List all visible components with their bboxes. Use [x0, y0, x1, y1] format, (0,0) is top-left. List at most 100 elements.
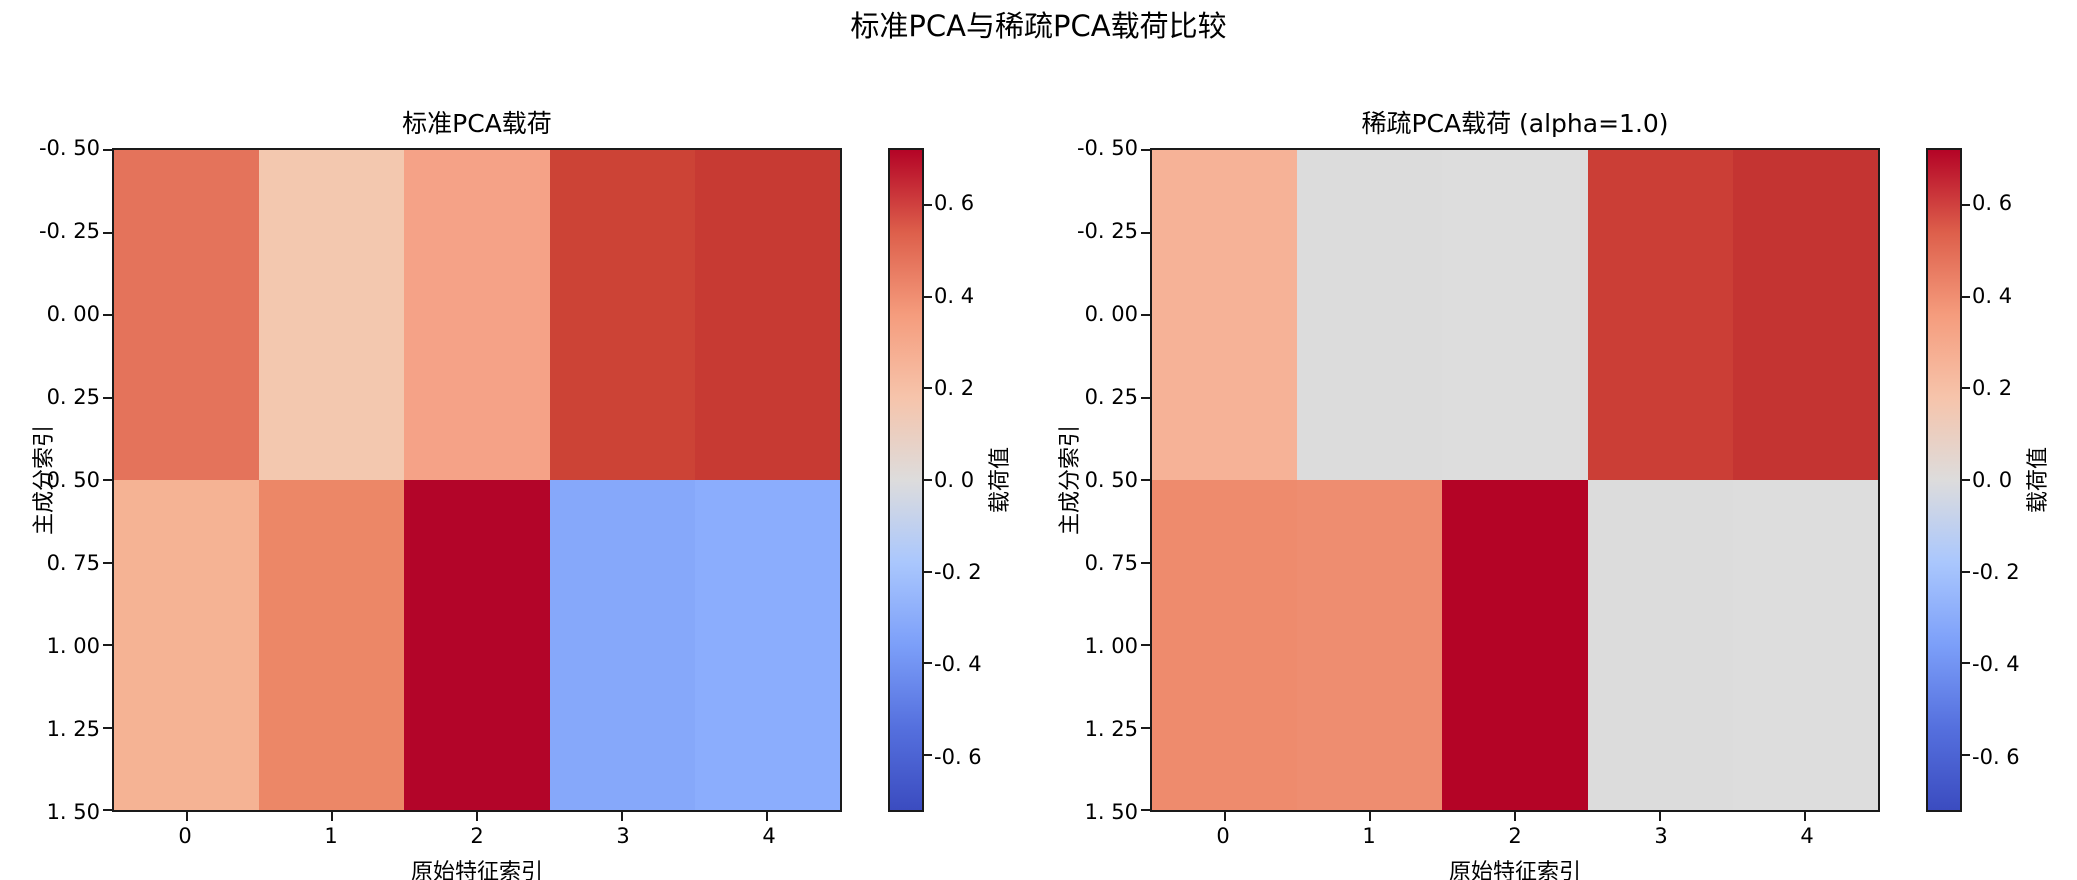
- y-tick-labels: -0. 50 -0. 25 0. 00 0. 25 0. 50 0. 75 1. 00 1. …: [0, 136, 100, 824]
- y-tick-mark: [1141, 231, 1150, 234]
- colorbar-standard-pca: [888, 148, 932, 812]
- x-axis-label: 原始特征索引: [1448, 860, 1581, 880]
- x-tick-mark: [1368, 812, 1371, 821]
- colorbar-tick-mark: [1962, 295, 1970, 298]
- heatmap-cells: [1152, 150, 1878, 810]
- y-tick-label: -0. 25: [1076, 219, 1138, 243]
- y-tick-label: 1. 00: [1084, 634, 1138, 658]
- heatmap-cell: [259, 480, 405, 810]
- heatmap-cell: [1732, 150, 1878, 480]
- y-tick-label: 0. 75: [1084, 551, 1138, 575]
- x-tick-label: 4: [762, 824, 776, 848]
- colorbar-tick-labels: 0. 6 0. 4 0. 2 0. 0 -0. 2 -0. 4 -0. 6: [934, 148, 1014, 812]
- heatmap-cell: [1152, 480, 1298, 810]
- heatmap-cell: [259, 150, 405, 480]
- y-tick-label: 0. 25: [46, 385, 100, 409]
- heatmap-cell: [404, 150, 550, 480]
- y-tick-mark: [103, 314, 112, 316]
- y-tick-label: -0. 50: [1076, 136, 1138, 160]
- x-tick-mark: [1223, 812, 1226, 821]
- x-tick-label: 4: [1800, 824, 1814, 848]
- x-tick-mark: [330, 812, 333, 821]
- heatmap-cell: [694, 480, 840, 810]
- x-tick-mark: [185, 812, 188, 821]
- y-tick-label: 0. 50: [1084, 468, 1138, 492]
- colorbar-label: 载荷值: [988, 446, 1013, 514]
- y-tick-mark: [103, 561, 112, 564]
- heatmap-cell: [1297, 480, 1443, 810]
- colorbar-tick-mark: [1962, 662, 1970, 665]
- x-tick-mark: [1514, 812, 1516, 821]
- y-tick-mark: [103, 149, 112, 151]
- heatmap-sparse-pca: [1141, 148, 1880, 821]
- x-tick-labels: 0 1 2 3 4: [1150, 822, 1880, 850]
- x-axis-label: 原始特征索引: [410, 860, 543, 880]
- y-axis-label: 主成分索引: [32, 424, 57, 536]
- y-tick-mark: [1141, 149, 1150, 151]
- y-tick-label: 0. 75: [46, 551, 100, 575]
- colorbar-tick-label: 0. 4: [934, 283, 975, 308]
- heatmap-cell: [114, 480, 260, 810]
- colorbar-tick-label: -0. 6: [934, 744, 982, 769]
- colorbar-tick-label: 0. 0: [1972, 468, 2013, 492]
- x-tick-label: 0: [1216, 824, 1230, 848]
- colorbar-tick-mark: [924, 570, 932, 573]
- colorbar-tick-mark: [924, 387, 932, 390]
- x-tick-labels: 0 1 2 3 4: [112, 822, 842, 850]
- x-tick-label: 3: [616, 824, 630, 848]
- x-tick-label: 3: [1654, 824, 1668, 848]
- x-tick-label: 2: [470, 824, 484, 848]
- y-tick-label: 0. 00: [46, 302, 100, 326]
- colorbar-tick-label: -0. 6: [1972, 744, 2020, 769]
- colorbar-tick-mark: [924, 754, 932, 756]
- heatmap-cell: [114, 150, 260, 480]
- colorbar-tick-mark: [924, 204, 932, 206]
- y-tick-mark: [1141, 314, 1150, 316]
- colorbar-tick-mark: [924, 479, 932, 481]
- x-tick-mark: [1804, 812, 1807, 821]
- colorbar-sparse-pca: [1926, 148, 1970, 812]
- colorbar-tick-mark: [1962, 479, 1970, 481]
- y-tick-labels: -0. 50 -0. 25 0. 00 0. 25 0. 50 0. 75 1. 00 1. …: [1038, 136, 1138, 824]
- colorbar-tick-label: 0. 6: [1972, 191, 2013, 216]
- colorbar-tick-label: 0. 2: [1972, 375, 2013, 400]
- colorbar-tick-label: -0. 4: [1972, 652, 2020, 677]
- y-tick-label: 0. 00: [1084, 302, 1138, 326]
- colorbar-tick-label: -0. 2: [1972, 560, 2020, 585]
- colorbar-tick-label: 0. 4: [1972, 283, 2013, 308]
- figure-title: 标准PCA与稀疏PCA载荷比较: [850, 9, 1227, 43]
- y-tick-label: 1. 25: [1084, 717, 1138, 741]
- subplot-title-sparse-pca: 稀疏PCA载荷 (alpha=1.0): [1361, 109, 1669, 138]
- y-tick-mark: [1141, 726, 1150, 729]
- y-tick-label: 0. 25: [1084, 385, 1138, 409]
- y-tick-mark: [103, 809, 112, 811]
- x-tick-label: 1: [1362, 824, 1376, 848]
- heatmap-cell: [549, 150, 695, 480]
- colorbar-tick-mark: [924, 295, 932, 298]
- y-tick-mark: [1141, 561, 1150, 564]
- y-tick-label: 0. 50: [46, 468, 100, 492]
- y-tick-label: 1. 00: [46, 634, 100, 658]
- heatmap-cell: [549, 480, 695, 810]
- heatmap-cell: [404, 480, 550, 810]
- y-tick-label: -0. 25: [38, 219, 100, 243]
- colorbar-tick-label: 0. 6: [934, 191, 975, 216]
- y-tick-mark: [1141, 809, 1150, 811]
- x-tick-mark: [766, 812, 769, 821]
- y-tick-label: 1. 50: [1084, 800, 1138, 824]
- heatmap-cells: [114, 150, 840, 810]
- x-tick-mark: [621, 812, 624, 821]
- y-tick-label: -0. 50: [38, 136, 100, 160]
- colorbar-tick-label: 0. 0: [934, 468, 975, 492]
- y-tick-mark: [103, 479, 112, 481]
- heatmap-cell: [1152, 150, 1298, 480]
- x-tick-mark: [476, 812, 478, 821]
- y-tick-mark: [103, 231, 112, 234]
- heatmap-cell: [1297, 150, 1443, 480]
- y-tick-mark: [103, 726, 112, 729]
- colorbar-label: 载荷值: [2026, 446, 2051, 514]
- colorbar-tick-mark: [1962, 754, 1970, 756]
- heatmap-cell: [694, 150, 840, 480]
- heatmap-cell: [1442, 480, 1588, 810]
